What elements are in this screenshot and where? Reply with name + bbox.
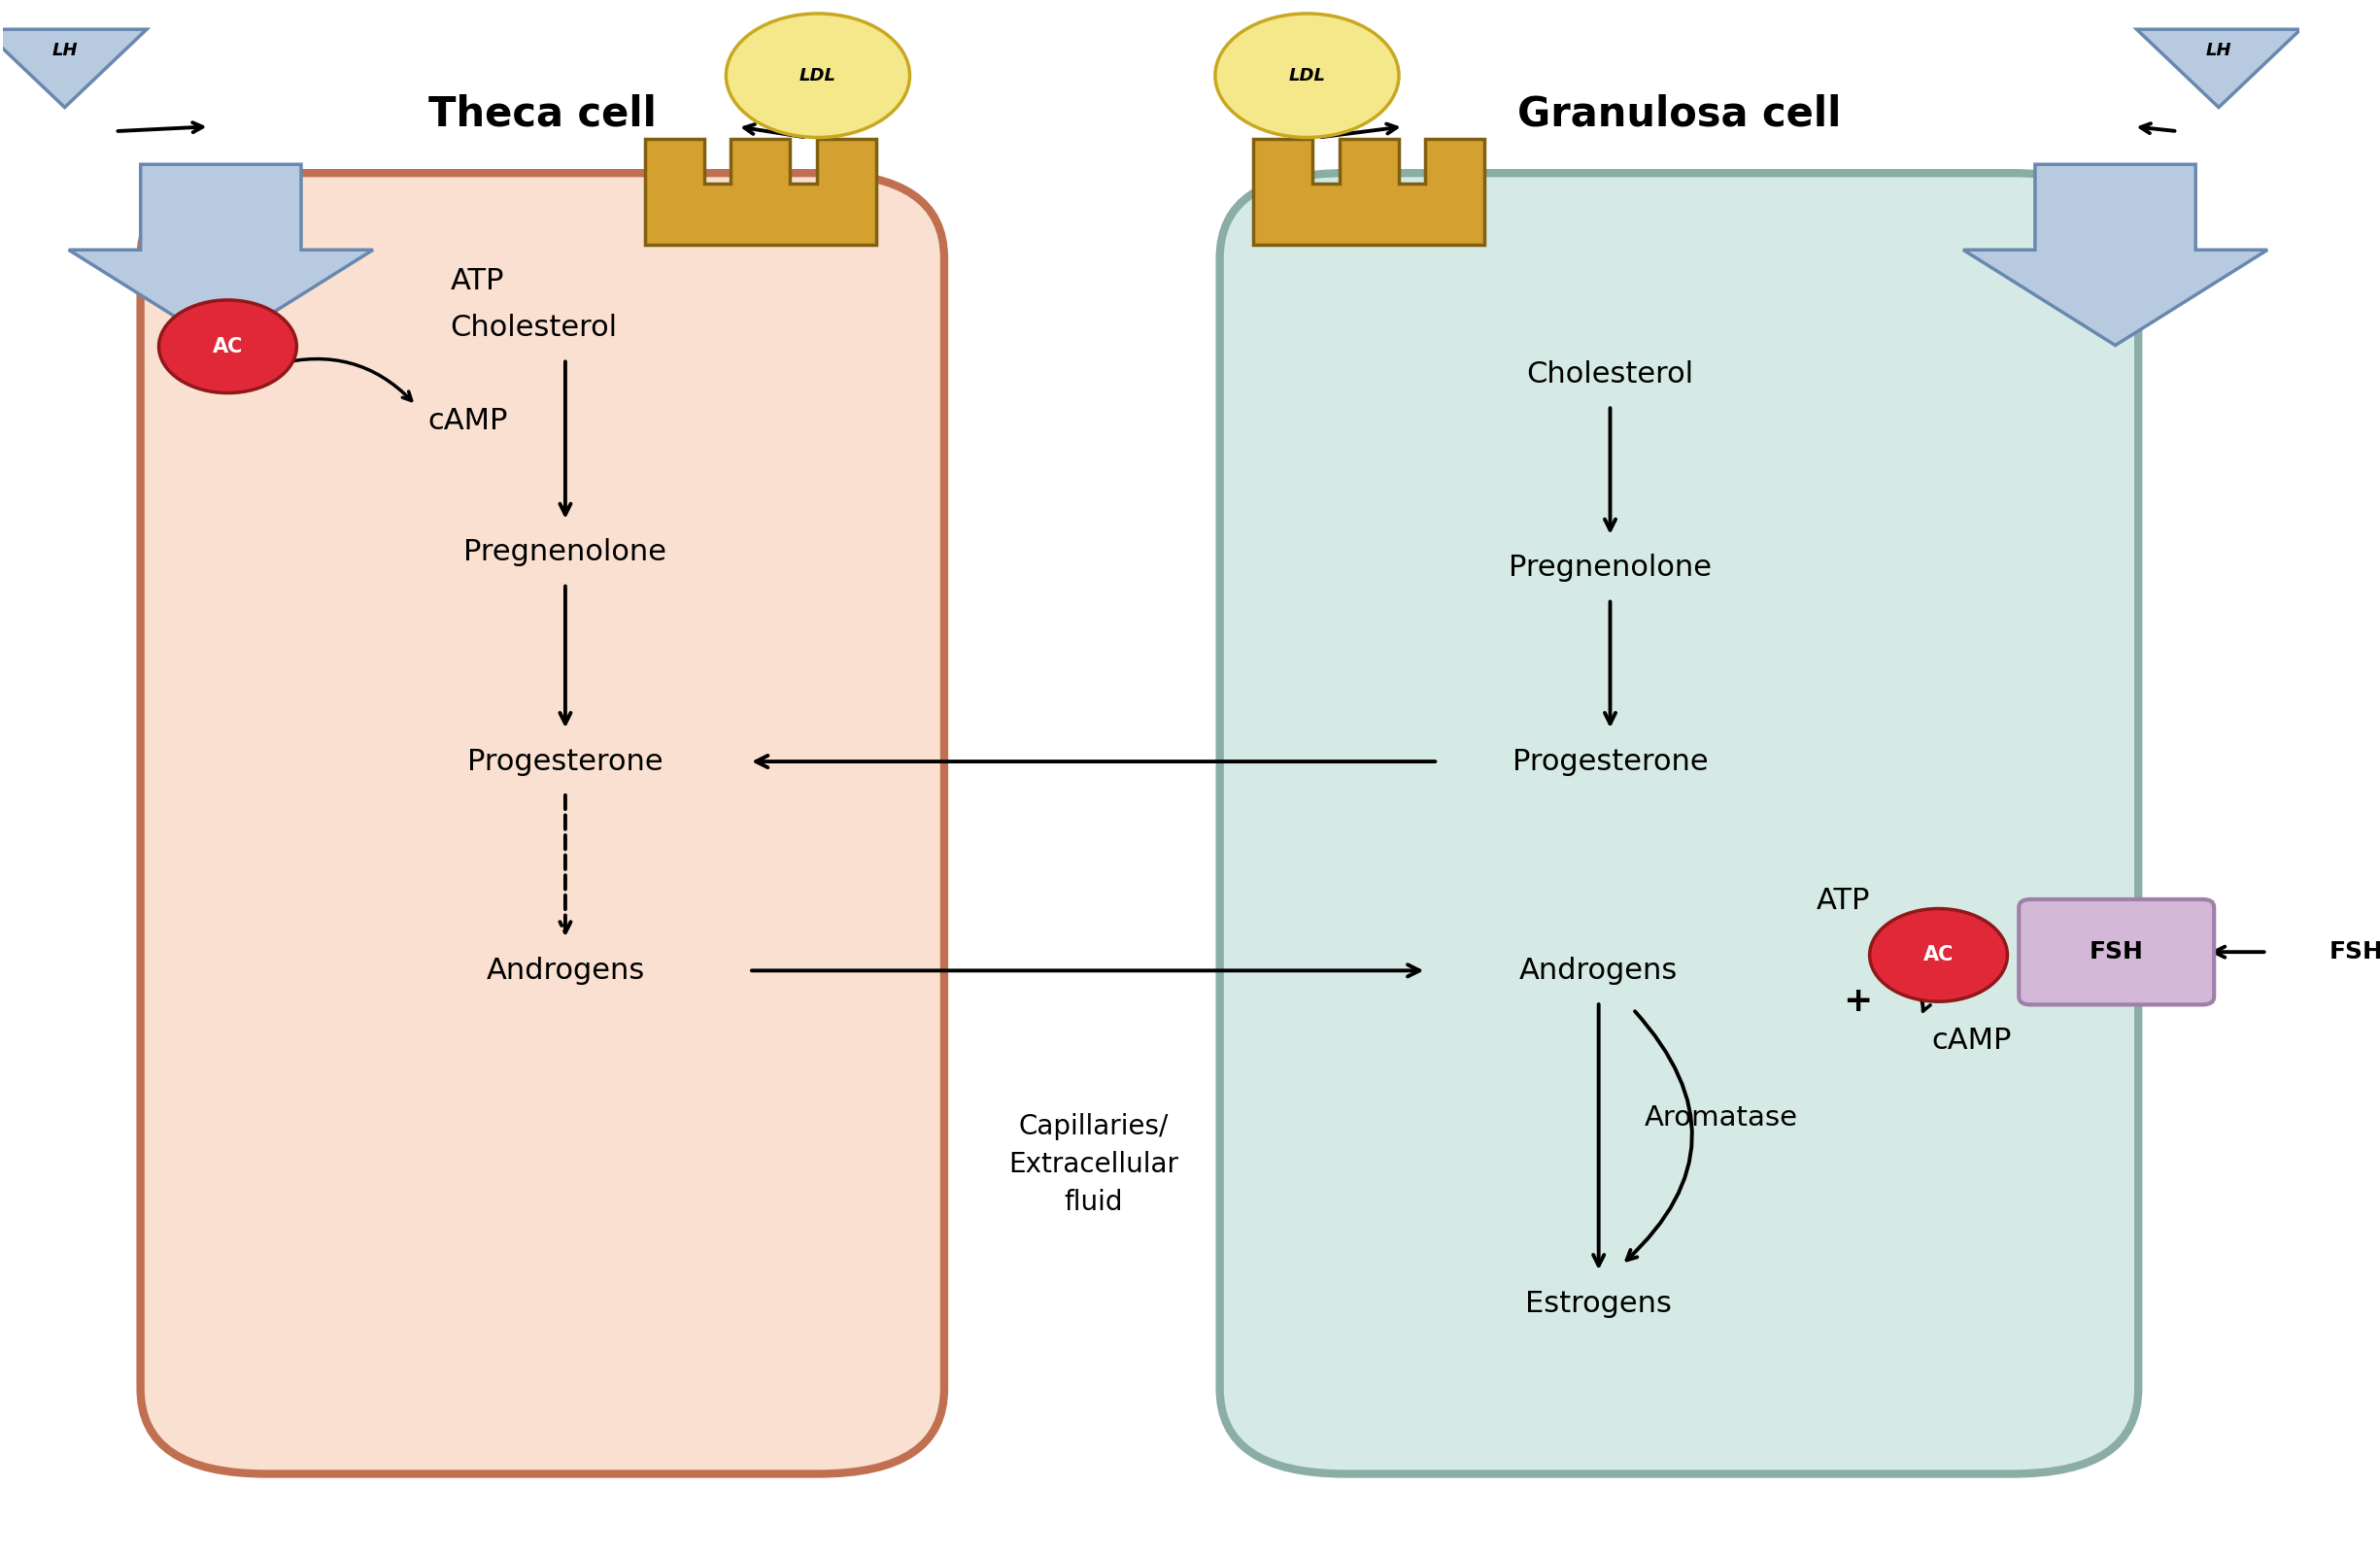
Text: Capillaries/
Extracellular
fluid: Capillaries/ Extracellular fluid: [1009, 1113, 1178, 1215]
Text: Pregnenolone: Pregnenolone: [464, 538, 666, 567]
Text: Androgens: Androgens: [486, 957, 645, 985]
FancyBboxPatch shape: [2018, 900, 2213, 1004]
Text: Cholesterol: Cholesterol: [1526, 361, 1695, 388]
Text: cAMP: cAMP: [428, 407, 507, 435]
Text: FSH: FSH: [2330, 940, 2380, 963]
Text: Cholesterol: Cholesterol: [450, 314, 619, 342]
Polygon shape: [1254, 138, 1485, 246]
Polygon shape: [0, 30, 148, 107]
Polygon shape: [1964, 165, 2268, 345]
Text: Theca cell: Theca cell: [428, 93, 657, 134]
Text: Aromatase: Aromatase: [1645, 1103, 1797, 1131]
Circle shape: [726, 14, 909, 137]
Text: ATP: ATP: [450, 267, 505, 295]
Text: Progesterone: Progesterone: [1511, 747, 1709, 775]
Text: AC: AC: [1923, 945, 1954, 965]
Text: cAMP: cAMP: [1933, 1026, 2011, 1054]
Polygon shape: [2137, 30, 2301, 107]
Text: Granulosa cell: Granulosa cell: [1516, 93, 1842, 134]
Text: Progesterone: Progesterone: [466, 747, 664, 775]
Circle shape: [1216, 14, 1399, 137]
Circle shape: [159, 300, 298, 393]
Text: LH: LH: [52, 42, 79, 59]
Text: FSH: FSH: [2090, 940, 2144, 963]
Text: Androgens: Androgens: [1518, 957, 1678, 985]
Text: AC: AC: [212, 337, 243, 356]
FancyBboxPatch shape: [140, 172, 945, 1473]
Text: LDL: LDL: [800, 67, 835, 84]
Text: Pregnenolone: Pregnenolone: [1509, 553, 1711, 583]
Text: ATP: ATP: [1816, 887, 1871, 915]
Polygon shape: [69, 165, 374, 345]
Text: LDL: LDL: [1288, 67, 1326, 84]
Text: LH: LH: [2206, 42, 2232, 59]
Circle shape: [1871, 909, 2006, 1001]
FancyBboxPatch shape: [1221, 172, 2137, 1473]
Text: +: +: [1844, 985, 1873, 1018]
Polygon shape: [645, 138, 876, 246]
Text: Estrogens: Estrogens: [1526, 1290, 1671, 1318]
